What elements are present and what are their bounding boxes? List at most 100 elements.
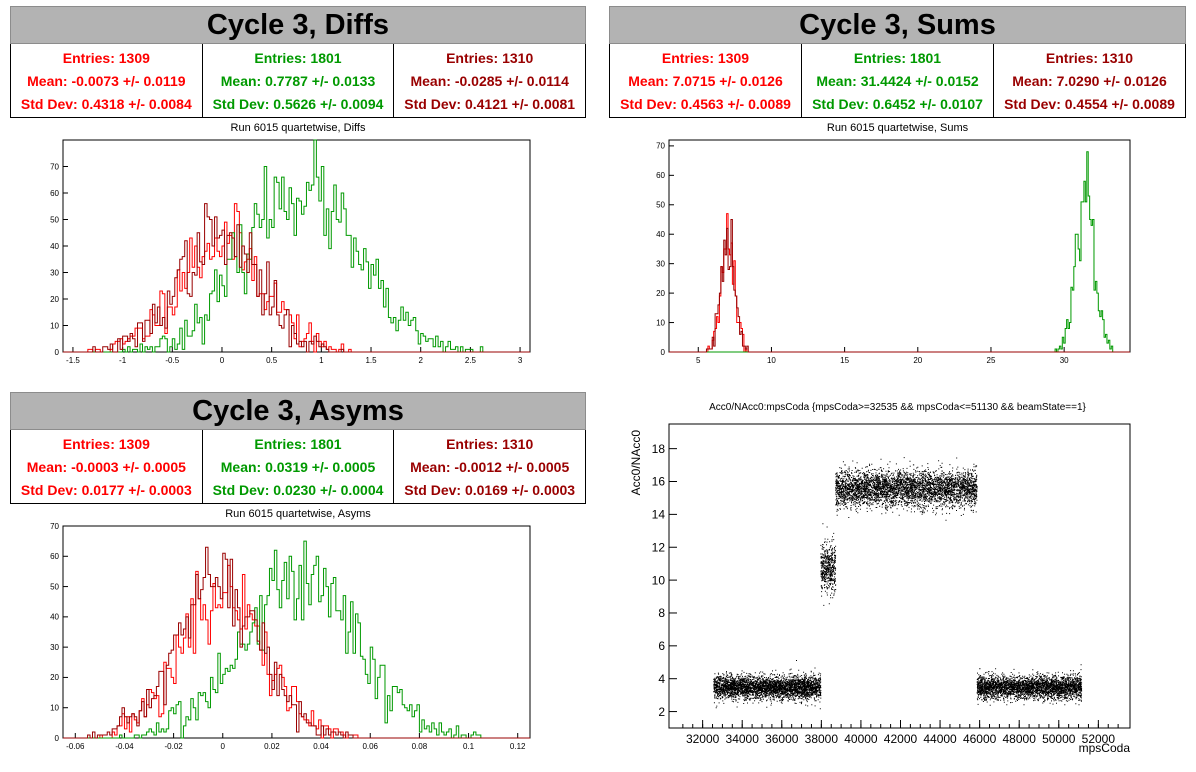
stat-mean: Mean: -0.0285 +/- 0.0114 — [410, 72, 569, 89]
x-tick-label: 30 — [1060, 356, 1069, 365]
x-tick-label: 46000 — [963, 732, 997, 746]
x-tick-label: -0.04 — [115, 742, 134, 751]
x-tick-label: 0.08 — [412, 742, 428, 751]
histogram-series-2 — [63, 540, 530, 739]
scatter-points — [713, 457, 1083, 710]
y-tick-label: 20 — [50, 295, 59, 304]
diffs-title: Cycle 3, Diffs — [10, 6, 586, 44]
x-tick-label: 20 — [913, 356, 922, 365]
asyms-histogram: -0.06 -0.04 -0.02 0 0.02 0.04 0.06 0.08 0.1 0.12 0… — [50, 522, 531, 751]
x-tick-label: 2.5 — [465, 356, 477, 365]
y-tick-label: 6 — [658, 639, 665, 653]
x-tick-label: -1.5 — [66, 356, 80, 365]
stat-entries: Entries: 1310 — [1045, 49, 1134, 66]
diffs-stat-col-2: Entries: 1801 Mean: 0.7787 +/- 0.0133 St… — [202, 44, 395, 118]
stat-std: Std Dev: 0.5626 +/- 0.0094 — [212, 95, 384, 112]
histogram-series-2 — [63, 139, 530, 353]
histogram-series-3 — [63, 203, 530, 353]
x-tick-label: -0.5 — [165, 356, 179, 365]
stat-entries: Entries: 1309 — [661, 49, 750, 66]
x-tick-label: 50000 — [1042, 732, 1076, 746]
stat-std: Std Dev: 0.4554 +/- 0.0089 — [1004, 95, 1175, 112]
y-tick-label: 10 — [50, 321, 59, 330]
x-tick-label: 40000 — [844, 732, 878, 746]
x-axis-label: mpsCoda — [1079, 741, 1131, 755]
y-axis-label: Acc0/NAcc0 — [629, 430, 643, 496]
x-tick-label: 0.12 — [510, 742, 526, 751]
x-tick-label: 5 — [696, 356, 701, 365]
x-tick-label: 42000 — [884, 732, 918, 746]
y-tick-label: 50 — [50, 582, 59, 591]
stat-mean: Mean: -0.0012 +/- 0.0005 — [410, 458, 570, 475]
y-tick-label: 40 — [50, 242, 59, 251]
x-tick-label: -0.06 — [66, 742, 85, 751]
y-tick-label: 20 — [50, 673, 59, 682]
x-tick-label: 0.5 — [266, 356, 278, 365]
stat-mean: Mean: 0.0319 +/- 0.0005 — [220, 458, 376, 475]
sums-subtitle: Run 6015 quartetwise, Sums — [826, 122, 969, 134]
plot-frame — [668, 423, 1131, 729]
y-tick-label: 0 — [55, 348, 60, 357]
x-tick-label: 2 — [418, 356, 423, 365]
y-tick-label: 40 — [656, 230, 665, 239]
stat-entries: Entries: 1801 — [254, 49, 342, 66]
y-tick-label: 50 — [50, 215, 59, 224]
y-tick-label: 30 — [656, 259, 665, 268]
y-tick-label: 8 — [658, 606, 665, 620]
sums-histogram: 5 10 15 20 25 30 0 10 20 30 40 50 60 70 — [656, 139, 1131, 365]
x-tick-label: 0 — [220, 356, 225, 365]
stat-mean: Mean: -0.0073 +/- 0.0119 — [27, 72, 186, 89]
stat-mean: Mean: 7.0715 +/- 0.0126 — [628, 72, 783, 89]
sums-title: Cycle 3, Sums — [609, 6, 1186, 44]
diffs-stats-box: Entries: 1309 Mean: -0.0073 +/- 0.0119 S… — [10, 44, 587, 118]
scatter-dots — [713, 457, 1083, 710]
stat-entries: Entries: 1309 — [62, 49, 150, 66]
y-tick-label: 30 — [50, 268, 59, 277]
y-tick-label: 60 — [50, 189, 59, 198]
y-tick-label: 40 — [50, 613, 59, 622]
stat-mean: Mean: 7.0290 +/- 0.0126 — [1012, 72, 1167, 89]
stat-entries: Entries: 1310 — [446, 435, 534, 452]
y-tick-label: 70 — [656, 142, 665, 151]
stat-std: Std Dev: 0.0177 +/- 0.0003 — [20, 481, 192, 498]
stat-entries: Entries: 1801 — [254, 435, 342, 452]
plot-frame — [62, 525, 531, 739]
asyms-stat-col-1: Entries: 1309 Mean: -0.0003 +/- 0.0005 S… — [10, 430, 203, 504]
diffs-subtitle: Run 6015 quartetwise, Diffs — [230, 122, 366, 134]
y-tick-label: 10 — [652, 573, 666, 587]
x-tick-label: 36000 — [765, 732, 799, 746]
y-tick-label: 18 — [652, 442, 666, 456]
stat-mean: Mean: 31.4424 +/- 0.0152 — [816, 72, 979, 89]
stat-std: Std Dev: 0.4121 +/- 0.0081 — [404, 95, 576, 112]
stat-std: Std Dev: 0.4318 +/- 0.0084 — [20, 95, 192, 112]
y-tick-label: 60 — [50, 552, 59, 561]
asyms-stat-col-2: Entries: 1801 Mean: 0.0319 +/- 0.0005 St… — [202, 430, 395, 504]
y-tick-label: 70 — [50, 522, 59, 531]
x-tick-label: 1.5 — [365, 356, 377, 365]
y-tick-label: 50 — [656, 201, 665, 210]
y-tick-label: 16 — [652, 475, 666, 489]
stat-std: Std Dev: 0.0230 +/- 0.0004 — [212, 481, 384, 498]
x-tick-label: 3 — [518, 356, 523, 365]
stat-entries: Entries: 1310 — [446, 49, 534, 66]
y-tick-label: 10 — [656, 318, 665, 327]
sums-stat-col-3: Entries: 1310 Mean: 7.0290 +/- 0.0126 St… — [994, 44, 1186, 118]
x-tick-label: 0.04 — [313, 742, 329, 751]
stat-mean: Mean: -0.0003 +/- 0.0005 — [26, 458, 186, 475]
x-tick-label: 32000 — [686, 732, 720, 746]
y-tick-label: 30 — [50, 643, 59, 652]
asyms-stat-col-3: Entries: 1310 Mean: -0.0012 +/- 0.0005 S… — [394, 430, 587, 504]
x-tick-label: 0 — [221, 742, 226, 751]
stat-entries: Entries: 1801 — [853, 49, 942, 66]
scatter-subtitle: Acc0/NAcc0:mpsCoda {mpsCoda>=32535 && mp… — [709, 402, 1086, 413]
x-tick-label: 0.1 — [463, 742, 475, 751]
stat-entries: Entries: 1309 — [62, 435, 150, 452]
x-tick-label: 34000 — [726, 732, 760, 746]
x-tick-label: 52000 — [1082, 732, 1116, 746]
y-tick-label: 12 — [652, 540, 666, 554]
asyms-stats-box: Entries: 1309 Mean: -0.0003 +/- 0.0005 S… — [10, 430, 587, 504]
x-tick-label: -1 — [119, 356, 127, 365]
x-tick-label: 38000 — [805, 732, 839, 746]
